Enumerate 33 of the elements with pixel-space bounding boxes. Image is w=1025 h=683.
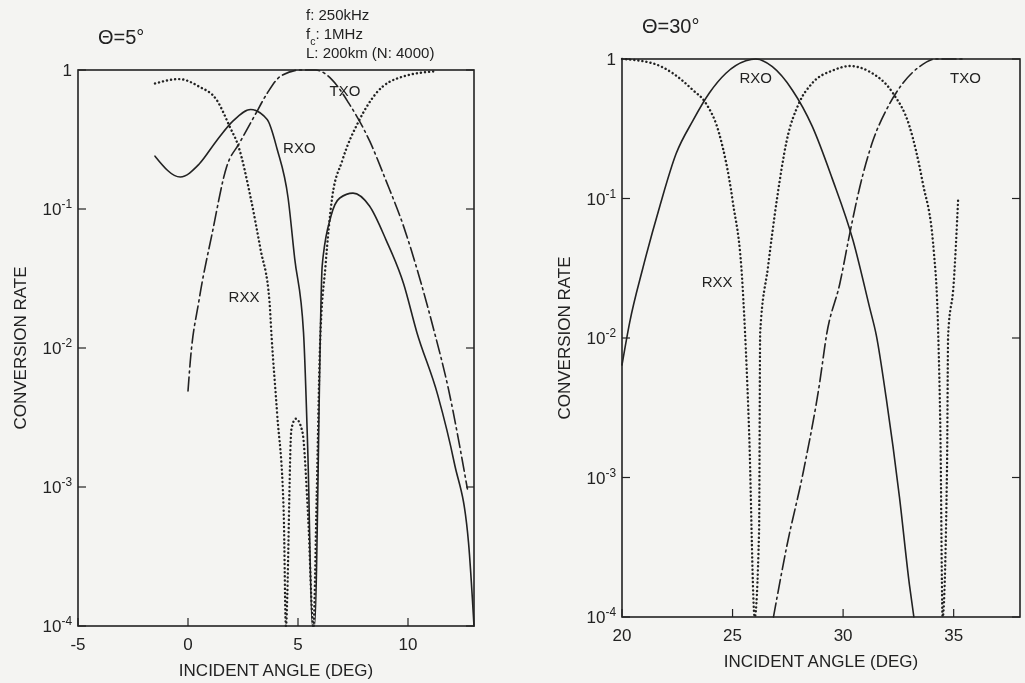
text: f$_{c}$: 1MHz (306, 25, 363, 47)
series-label: RXX (228, 288, 260, 306)
series-label: RXO (739, 69, 773, 86)
chart-title: Θ=5° (98, 26, 145, 48)
x-tick-label: 30 (833, 626, 853, 645)
x-tick-label: 20 (612, 626, 632, 645)
y-tick-label: 10$^{-2}$ (586, 326, 617, 348)
x-tick-label: 35 (944, 626, 964, 645)
y-tick-label: 10$^{-3}$ (586, 465, 617, 488)
x-tick-label: -5 (70, 635, 86, 654)
x-axis-title: INCIDENT ANGLE (DEG) (723, 652, 919, 671)
y-tick-label: 10$^{-2}$ (42, 336, 73, 358)
y-axis-title: CONVERSION RATE (11, 266, 30, 430)
series-label: TXO (949, 69, 981, 86)
chart-title: Θ=30° (642, 15, 700, 37)
x-tick-label: 0 (183, 635, 193, 654)
y-tick-label: 10$^{-4}$ (42, 614, 73, 636)
series-label: RXO (283, 139, 316, 157)
y-tick-label: 10$^{-1}$ (586, 186, 617, 209)
x-axis-title: INCIDENT ANGLE (DEG) (178, 661, 374, 680)
x-tick-label: 25 (723, 626, 743, 645)
text: L: 200km (N: 4000) (306, 44, 435, 61)
x-tick-label: 10 (398, 635, 418, 654)
y-axis-title: CONVERSION RATE (555, 256, 574, 420)
series-label: TXO (329, 82, 361, 99)
y-tick-label: 10$^{-1}$ (42, 197, 73, 219)
text: f: 250kHz (306, 6, 370, 23)
y-tick-label: 10$^{-4}$ (586, 605, 617, 627)
series-label: RXX (701, 272, 733, 290)
x-tick-label: 5 (293, 635, 303, 654)
y-tick-label: 1 (62, 61, 72, 80)
y-tick-label: 1 (606, 50, 616, 69)
y-tick-label: 10$^{-3}$ (42, 475, 73, 497)
